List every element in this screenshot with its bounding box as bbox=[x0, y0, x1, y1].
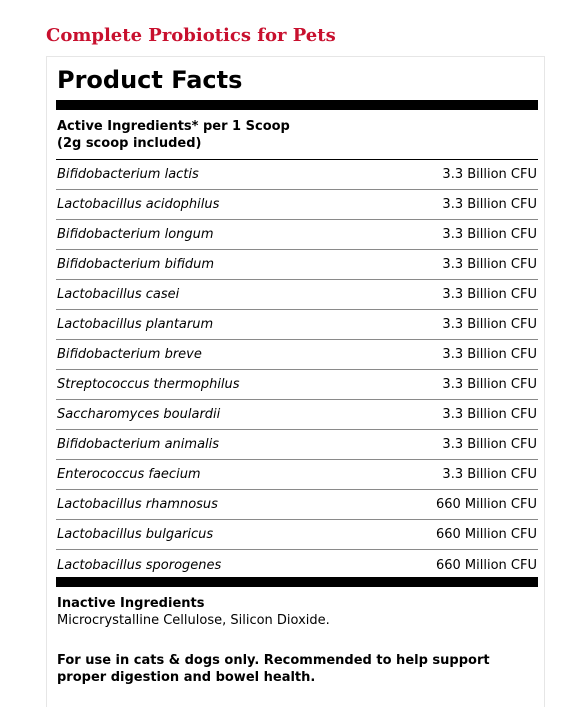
active-ingredients-header: Active Ingredients* per 1 Scoop (2g scoo… bbox=[57, 118, 290, 152]
active-ingredients-header-line1: Active Ingredients* per 1 Scoop bbox=[57, 119, 290, 134]
ingredient-name: Lactobacillus rhamnosus bbox=[57, 497, 218, 512]
ingredient-amount: 3.3 Billion CFU bbox=[442, 257, 537, 272]
ingredient-amount: 660 Million CFU bbox=[435, 527, 537, 542]
ingredient-row: Lactobacillus sporogenes 660 Million CFU bbox=[56, 550, 538, 580]
ingredient-name: Bifidobacterium longum bbox=[57, 227, 214, 242]
ingredient-amount: 660 Million CFU bbox=[435, 497, 537, 512]
ingredient-name: Bifidobacterium animalis bbox=[57, 437, 220, 452]
ingredient-name: Streptococcus thermophilus bbox=[57, 377, 240, 392]
bottom-divider-bar bbox=[56, 577, 538, 587]
ingredient-row: Saccharomyces boulardii 3.3 Billion CFU bbox=[56, 400, 538, 430]
ingredient-name: Bifidobacterium bifidum bbox=[57, 257, 215, 272]
ingredient-amount: 3.3 Billion CFU bbox=[442, 377, 537, 392]
ingredient-name: Lactobacillus plantarum bbox=[57, 317, 214, 332]
usage-note: For use in cats & dogs only. Recommended… bbox=[57, 653, 490, 685]
ingredient-amount: 660 Million CFU bbox=[435, 557, 537, 573]
ingredient-row: Lactobacillus rhamnosus 660 Million CFU bbox=[56, 490, 538, 520]
ingredient-name: Lactobacillus sporogenes bbox=[57, 557, 222, 573]
ingredient-name: Saccharomyces boulardii bbox=[57, 407, 221, 422]
ingredient-name: Lactobacillus bulgaricus bbox=[57, 527, 214, 542]
page-title: Complete Probiotics for Pets bbox=[46, 25, 336, 46]
ingredient-row: Lactobacillus plantarum 3.3 Billion CFU bbox=[56, 310, 538, 340]
ingredient-amount: 3.3 Billion CFU bbox=[442, 467, 537, 482]
ingredient-name: Enterococcus faecium bbox=[57, 467, 201, 482]
ingredient-row: Bifidobacterium breve 3.3 Billion CFU bbox=[56, 340, 538, 370]
ingredient-row: Bifidobacterium animalis 3.3 Billion CFU bbox=[56, 430, 538, 460]
top-divider-bar bbox=[56, 100, 538, 110]
active-ingredients-header-line2: (2g scoop included) bbox=[57, 136, 202, 151]
ingredient-amount: 3.3 Billion CFU bbox=[442, 347, 537, 362]
ingredient-list: Bifidobacterium lactis 3.3 Billion CFU Lac… bbox=[56, 159, 538, 580]
ingredient-amount: 3.3 Billion CFU bbox=[442, 167, 537, 182]
ingredient-amount: 3.3 Billion CFU bbox=[442, 437, 537, 452]
ingredient-row: Bifidobacterium lactis 3.3 Billion CFU bbox=[56, 160, 538, 190]
ingredient-row: Lactobacillus bulgaricus 660 Million CFU bbox=[56, 520, 538, 550]
ingredient-row: Streptococcus thermophilus 3.3 Billion CF… bbox=[56, 370, 538, 400]
ingredient-amount: 3.3 Billion CFU bbox=[442, 227, 537, 242]
ingredient-amount: 3.3 Billion CFU bbox=[442, 407, 537, 422]
ingredient-name: Bifidobacterium breve bbox=[57, 347, 202, 362]
ingredient-amount: 3.3 Billion CFU bbox=[442, 197, 537, 212]
ingredient-row: Enterococcus faecium 3.3 Billion CFU bbox=[56, 460, 538, 490]
ingredient-row: Lactobacillus casei 3.3 Billion CFU bbox=[56, 280, 538, 310]
ingredient-row: Bifidobacterium bifidum 3.3 Billion CFU bbox=[56, 250, 538, 280]
ingredient-amount: 3.3 Billion CFU bbox=[442, 317, 537, 332]
product-facts-heading: Product Facts bbox=[57, 66, 243, 94]
ingredient-amount: 3.3 Billion CFU bbox=[442, 287, 537, 302]
product-facts-panel: Product Facts Active Ingredients* per 1 … bbox=[46, 56, 545, 707]
ingredient-row: Lactobacillus acidophilus 3.3 Billion CFU bbox=[56, 190, 538, 220]
ingredient-name: Lactobacillus casei bbox=[57, 287, 180, 302]
inactive-ingredients-text: Microcrystalline Cellulose, Silicon Diox… bbox=[57, 613, 330, 628]
ingredient-name: Bifidobacterium lactis bbox=[57, 167, 199, 182]
ingredient-row: Bifidobacterium longum 3.3 Billion CFU bbox=[56, 220, 538, 250]
inactive-ingredients-title: Inactive Ingredients bbox=[57, 596, 205, 611]
ingredient-name: Lactobacillus acidophilus bbox=[57, 197, 220, 212]
